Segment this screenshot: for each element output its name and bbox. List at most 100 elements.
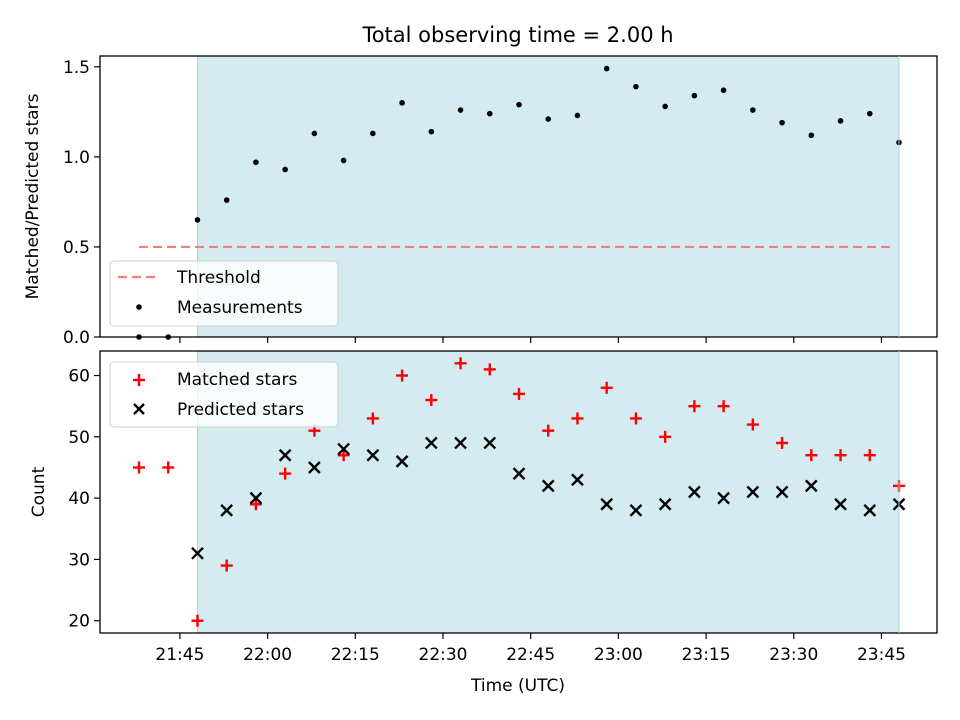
measurement-point xyxy=(223,197,230,203)
measurement-point xyxy=(633,83,639,90)
measurement-point xyxy=(837,118,844,124)
legend-threshold-label: Threshold xyxy=(176,268,261,288)
measurement-point xyxy=(866,110,873,117)
predicted-star-point xyxy=(512,467,526,480)
matched-star-point xyxy=(659,430,672,443)
predicted-star-point xyxy=(834,497,847,511)
matched-stars-points xyxy=(133,357,905,627)
matched-star-point xyxy=(629,412,642,425)
x-tick-label: 22:45 xyxy=(506,645,555,665)
y-tick-label: 50 xyxy=(68,428,90,448)
matched-star-point xyxy=(805,449,818,462)
matched-star-point xyxy=(366,412,379,425)
matched-star-point xyxy=(542,424,555,437)
legend-matched-label: Matched stars xyxy=(177,370,297,390)
x-tick-label: 23:15 xyxy=(682,645,731,665)
legend-measurements-swatch xyxy=(136,304,142,310)
measurement-point xyxy=(516,101,522,108)
measurement-point xyxy=(340,157,347,164)
matched-star-point xyxy=(717,400,730,413)
y-tick-label: 30 xyxy=(68,550,90,570)
measurement-point xyxy=(253,159,259,166)
predicted-star-point xyxy=(278,448,292,462)
predicted-star-point xyxy=(804,479,818,493)
bottom-plot-frame xyxy=(99,350,938,634)
y-tick-label: 0.5 xyxy=(63,238,90,258)
predicted-star-point xyxy=(541,479,555,493)
matched-star-point xyxy=(513,387,525,400)
predicted-star-point xyxy=(366,448,380,462)
matched-star-point xyxy=(279,467,292,480)
measurement-point xyxy=(779,119,785,126)
measurement-point xyxy=(750,107,756,113)
matched-star-point xyxy=(133,461,145,474)
predicted-star-point xyxy=(717,491,730,505)
x-tick-label: 21:45 xyxy=(155,645,204,665)
predicted-star-point xyxy=(688,485,701,499)
x-tick-label: 23:00 xyxy=(594,645,643,665)
measurement-point xyxy=(691,92,698,99)
matched-star-point xyxy=(454,357,467,370)
legend-predicted-swatch xyxy=(133,403,145,415)
predicted-star-point xyxy=(454,436,467,450)
y-tick-label: 1.0 xyxy=(63,148,90,168)
measurement-point xyxy=(311,130,318,137)
bottom-x-axis: 21:45 22:00 22:15 22:30 22:45 23:00 23:15 23:30… xyxy=(155,633,906,665)
top-panel: 0.0 0.5 1.0 1.5 Matched/Predicted stars Thr… xyxy=(23,55,938,348)
measurement-point xyxy=(808,132,815,139)
y-tick-label: 0.0 xyxy=(63,328,90,348)
predicted-star-point xyxy=(658,497,672,511)
x-axis-label: Time (UTC) xyxy=(470,676,565,696)
matched-star-point xyxy=(571,412,584,425)
measurement-point xyxy=(370,130,376,137)
bottom-y-axis: 20 30 40 50 60 xyxy=(68,367,100,632)
x-tick-label: 22:30 xyxy=(419,645,468,665)
measurement-point xyxy=(457,107,464,113)
measurement-point xyxy=(486,110,493,117)
matched-star-point xyxy=(220,559,233,572)
matched-star-point xyxy=(746,418,759,431)
measurement-point xyxy=(603,65,610,72)
matched-star-point xyxy=(776,436,789,449)
predicted-star-point xyxy=(629,504,643,517)
predicted-star-point xyxy=(483,436,497,450)
predicted-star-point xyxy=(424,436,438,450)
matched-star-point xyxy=(337,449,350,462)
predicted-stars-points xyxy=(191,436,906,560)
matched-star-point xyxy=(688,400,701,413)
y-tick-label: 60 xyxy=(68,367,90,387)
top-x-ticks xyxy=(179,337,883,343)
measurement-point xyxy=(428,128,435,135)
measurement-point xyxy=(194,217,201,223)
x-tick-label: 23:45 xyxy=(857,645,906,665)
measurement-point xyxy=(574,112,581,119)
predicted-star-point xyxy=(191,546,204,560)
predicted-star-point xyxy=(249,491,263,505)
bottom-y-axis-label: Count xyxy=(29,466,49,517)
x-tick-label: 22:00 xyxy=(243,645,292,665)
predicted-star-point xyxy=(746,485,760,499)
matched-star-point xyxy=(162,461,175,474)
chart-title: Total observing time = 2.00 h xyxy=(361,23,673,47)
matched-star-point xyxy=(249,498,262,511)
x-tick-label: 23:30 xyxy=(769,645,818,665)
bottom-panel: 20 30 40 50 60 21:45 22:00 22:15 22:30 22:45 23:0… xyxy=(29,350,938,696)
top-y-axis: 0.0 0.5 1.0 1.5 xyxy=(63,58,100,348)
matched-star-point xyxy=(191,614,204,627)
predicted-star-point xyxy=(395,454,409,468)
matched-star-point xyxy=(600,381,613,394)
top-legend: Threshold Measurements xyxy=(109,260,339,327)
y-tick-label: 40 xyxy=(68,489,90,509)
y-tick-label: 20 xyxy=(68,612,90,632)
measurement-point xyxy=(282,166,288,173)
matched-star-point xyxy=(863,449,876,462)
bottom-legend: Matched stars Predicted stars xyxy=(109,361,339,428)
matched-star-point xyxy=(834,449,847,462)
x-tick-label: 22:15 xyxy=(331,645,380,665)
predicted-star-point xyxy=(863,504,877,517)
predicted-star-point xyxy=(337,442,350,456)
y-tick-label: 1.5 xyxy=(63,58,90,78)
legend-measurements-label: Measurements xyxy=(177,298,303,318)
top-plot-frame xyxy=(99,55,938,338)
